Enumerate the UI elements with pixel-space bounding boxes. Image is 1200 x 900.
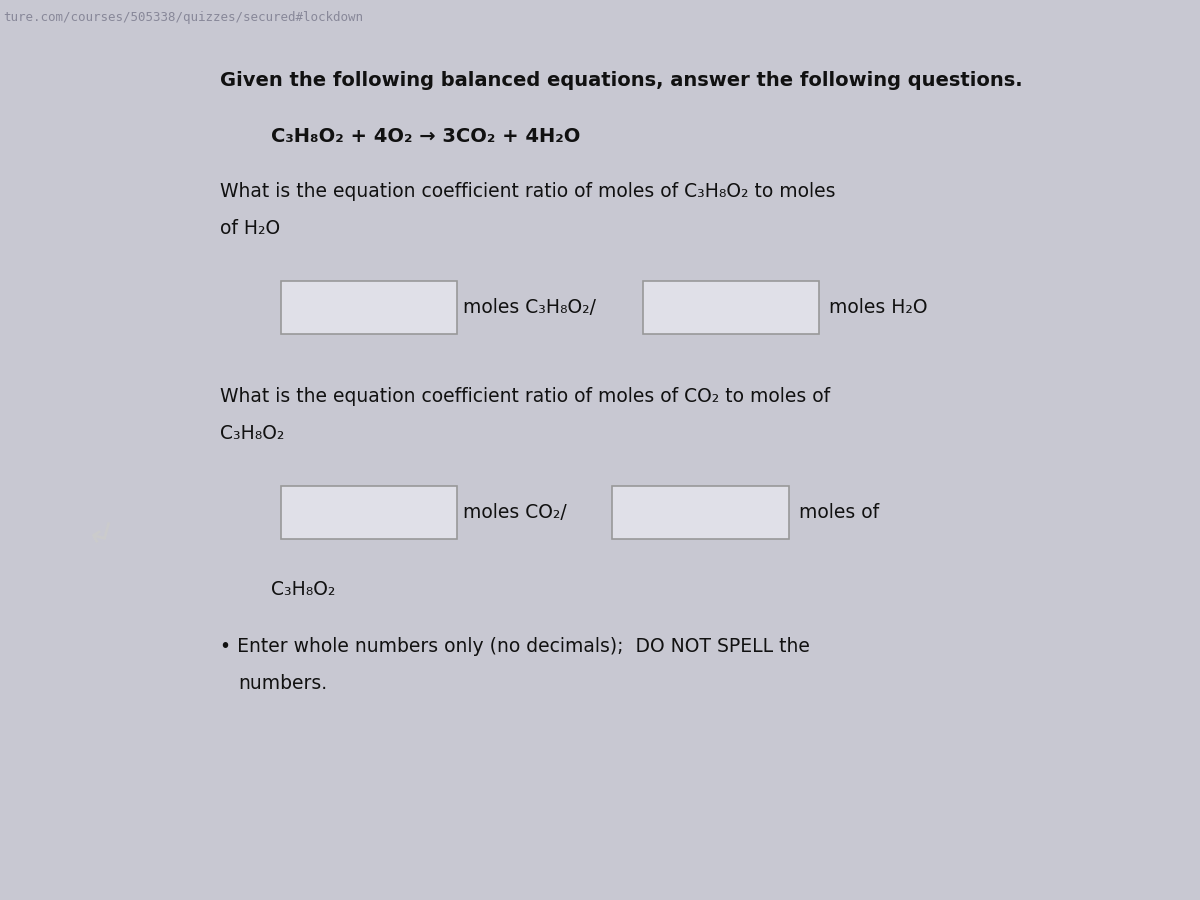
Text: moles H₂O: moles H₂O: [829, 299, 928, 318]
Text: numbers.: numbers.: [239, 674, 328, 693]
Text: moles of: moles of: [799, 503, 878, 522]
FancyBboxPatch shape: [281, 282, 457, 334]
Text: moles C₃H₈O₂/: moles C₃H₈O₂/: [463, 299, 596, 318]
FancyBboxPatch shape: [642, 282, 818, 334]
Text: C₃H₈O₂: C₃H₈O₂: [271, 580, 335, 598]
Text: of H₂O: of H₂O: [221, 219, 281, 238]
Text: What is the equation coefficient ratio of moles of CO₂ to moles of: What is the equation coefficient ratio o…: [221, 387, 830, 406]
Text: ture.com/courses/505338/quizzes/secured#lockdown: ture.com/courses/505338/quizzes/secured#…: [4, 11, 364, 23]
Text: C₃H₈O₂: C₃H₈O₂: [221, 424, 284, 443]
FancyBboxPatch shape: [281, 486, 457, 539]
Text: ↲: ↲: [83, 519, 115, 554]
Text: • Enter whole numbers only (no decimals);  DO NOT SPELL the: • Enter whole numbers only (no decimals)…: [221, 637, 810, 656]
Text: moles CO₂/: moles CO₂/: [463, 503, 566, 522]
Text: C₃H₈O₂ + 4O₂ → 3CO₂ + 4H₂O: C₃H₈O₂ + 4O₂ → 3CO₂ + 4H₂O: [271, 127, 580, 146]
FancyBboxPatch shape: [612, 486, 788, 539]
Text: What is the equation coefficient ratio of moles of C₃H₈O₂ to moles: What is the equation coefficient ratio o…: [221, 183, 835, 202]
Text: Given the following balanced equations, answer the following questions.: Given the following balanced equations, …: [221, 71, 1022, 90]
